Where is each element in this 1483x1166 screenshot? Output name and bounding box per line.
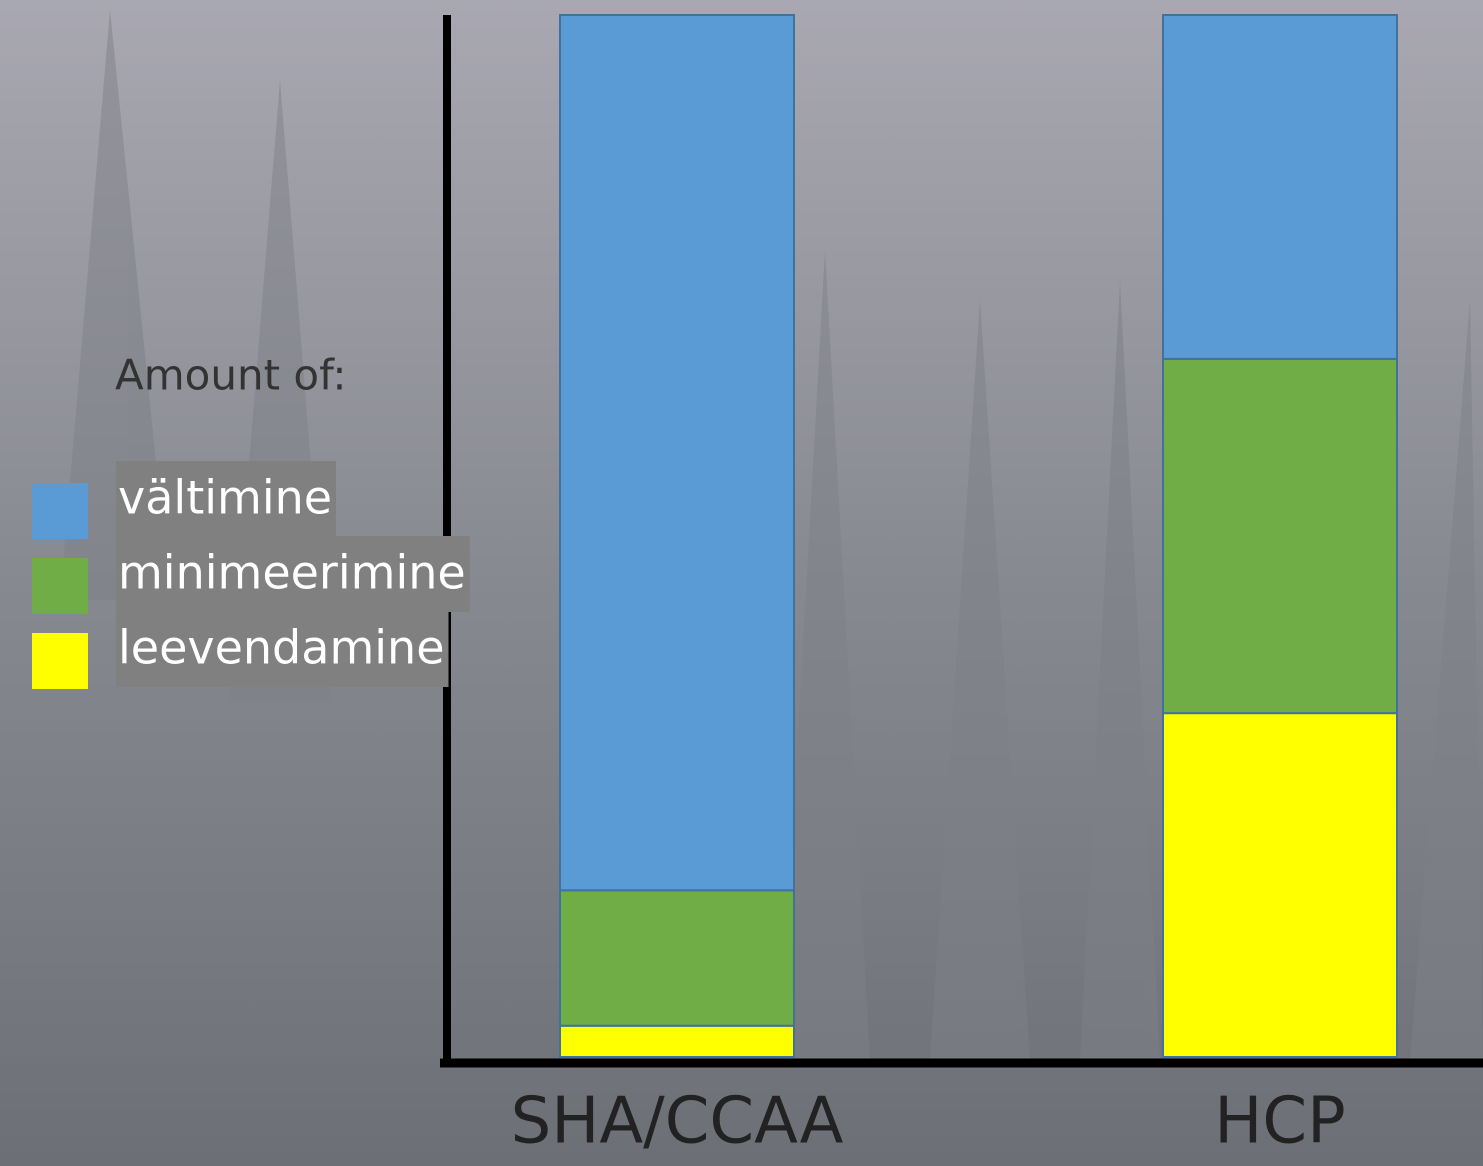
x-tick-label: SHA/CCAA — [511, 1085, 844, 1159]
legend-title: Amount of: — [115, 351, 347, 400]
x-tick-label: HCP — [1214, 1085, 1345, 1159]
legend-label: leevendamine — [118, 621, 445, 675]
bar-segment — [559, 889, 795, 1027]
legend-swatch — [32, 633, 88, 689]
bar-segment — [1162, 357, 1398, 715]
legend-swatch — [32, 558, 88, 614]
bar-segment — [1162, 712, 1398, 1058]
bar-segment — [559, 1024, 795, 1058]
plot-area — [559, 14, 1398, 1058]
legend-label-background — [116, 611, 449, 687]
legend-label: vältimine — [118, 471, 332, 525]
legend-label-background — [116, 536, 470, 612]
legend-label: minimeerimine — [118, 546, 466, 600]
legend-swatch — [32, 483, 88, 539]
bar-segment — [559, 14, 795, 892]
legend-label-background — [116, 461, 337, 537]
bar-segment — [1162, 14, 1398, 360]
